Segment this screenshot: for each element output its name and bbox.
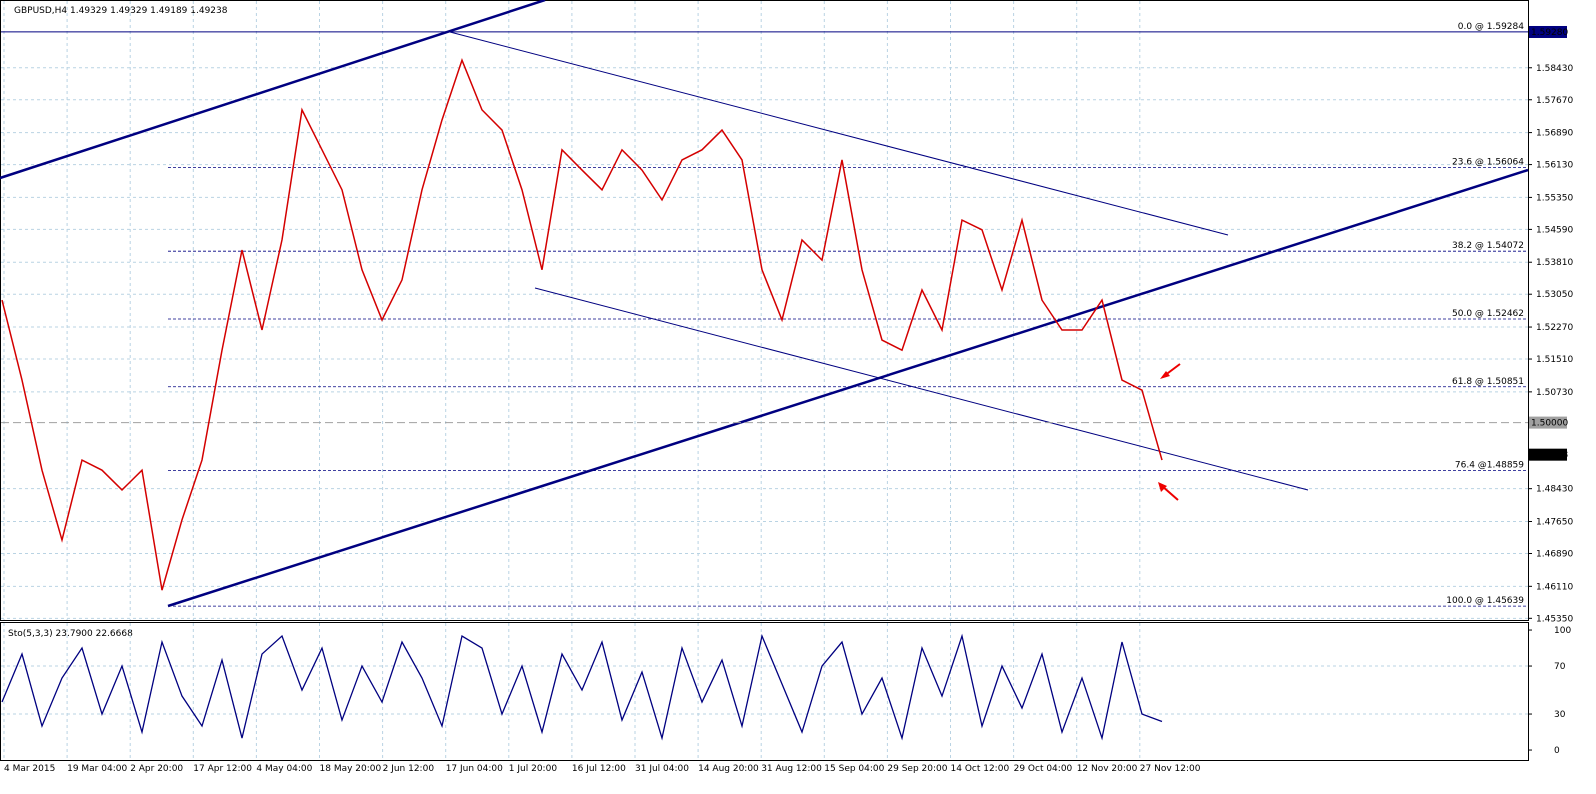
y-tick-label: 100 (1554, 626, 1571, 636)
fib-label: 50.0 @ 1.52462 (1452, 309, 1524, 319)
y-tick-label: 1.53050 (1536, 290, 1573, 300)
y-tick-label: 1.47650 (1536, 518, 1573, 528)
y-tick-label: 1.46890 (1536, 549, 1573, 559)
x-tick-label: 29 Sep 20:00 (887, 764, 947, 774)
y-tick-label: 30 (1554, 710, 1566, 720)
x-tick-label: 31 Aug 12:00 (761, 764, 822, 774)
y-tick-label: 1.55350 (1536, 193, 1573, 203)
y-tick-label: 1.54590 (1536, 225, 1573, 235)
fib-label: 23.6 @ 1.56064 (1452, 157, 1524, 167)
y-tick-label: 1.56890 (1536, 129, 1573, 139)
arrow (1158, 482, 1179, 501)
chart-title: GBPUSD,H4 1.49329 1.49329 1.49189 1.4923… (14, 6, 228, 16)
y-tick-label: 0 (1554, 746, 1560, 756)
y-tick-label: 1.53810 (1536, 258, 1573, 268)
x-tick-label: 1 Jul 20:00 (509, 764, 558, 774)
price-box (1529, 25, 1567, 38)
y-tick-label: 1.52270 (1536, 323, 1573, 333)
x-tick-label: 14 Aug 20:00 (698, 764, 759, 774)
x-tick-label: 4 Mar 2015 (4, 764, 55, 774)
data-line (1, 633, 1163, 741)
y-tick-label: 1.50730 (1536, 388, 1573, 398)
x-tick-label: 4 May 04:00 (256, 764, 312, 774)
x-tick-label: 12 Nov 20:00 (1077, 764, 1138, 774)
fib-label: 38.2 @ 1.54072 (1452, 241, 1524, 251)
x-tick-label: 15 Sep 04:00 (824, 764, 884, 774)
y-tick-label: 1.56130 (1536, 161, 1573, 171)
osc-frame (0, 622, 1529, 761)
x-tick-label: 14 Oct 12:00 (951, 764, 1010, 774)
price-box-label: 1.59280 (1531, 28, 1568, 38)
y-tick-label: 1.51510 (1536, 355, 1573, 365)
x-tick-label: 17 Apr 12:00 (193, 764, 252, 774)
trend-line (0, 0, 546, 180)
fib-label: 0.0 @ 1.59284 (1458, 22, 1525, 32)
x-tick-label: 2 Jun 12:00 (383, 764, 435, 774)
arrow (1160, 363, 1181, 379)
y-tick-label: 1.48430 (1536, 485, 1573, 495)
price-box (1529, 416, 1567, 429)
x-tick-label: 29 Oct 04:00 (1014, 764, 1073, 774)
x-tick-label: 17 Jun 04:00 (446, 764, 503, 774)
channel-line (534, 287, 1309, 491)
fib-label: 61.8 @ 1.50851 (1452, 377, 1524, 387)
main-frame (0, 0, 1529, 621)
fib-label: 76.4 @1.48859 (1455, 461, 1524, 471)
y-tick-label: 1.57670 (1536, 96, 1573, 106)
osc-title: Sto(5,3,3) 23.7900 22.6668 (8, 629, 133, 639)
x-tick-label: 19 Mar 04:00 (67, 764, 127, 774)
x-tick-label: 16 Jul 12:00 (572, 764, 626, 774)
x-tick-label: 18 May 20:00 (320, 764, 382, 774)
trend-line (167, 168, 1529, 608)
y-tick-label: 1.45350 (1536, 614, 1573, 624)
y-tick-label: 1.46110 (1536, 582, 1573, 592)
x-tick-label: 2 Apr 20:00 (130, 764, 183, 774)
data-line (1, 58, 1163, 591)
y-tick-label: 70 (1554, 662, 1566, 672)
price-box-label: 1.49238 (1531, 451, 1568, 461)
x-tick-label: 27 Nov 12:00 (1140, 764, 1201, 774)
price-box (1529, 448, 1567, 461)
price-box-label: 1.50000 (1531, 419, 1568, 429)
fib-label: 100.0 @ 1.45639 (1446, 596, 1524, 606)
channel-line (449, 31, 1229, 236)
x-tick-label: 31 Jul 04:00 (635, 764, 689, 774)
y-tick-label: 1.58430 (1536, 64, 1573, 74)
